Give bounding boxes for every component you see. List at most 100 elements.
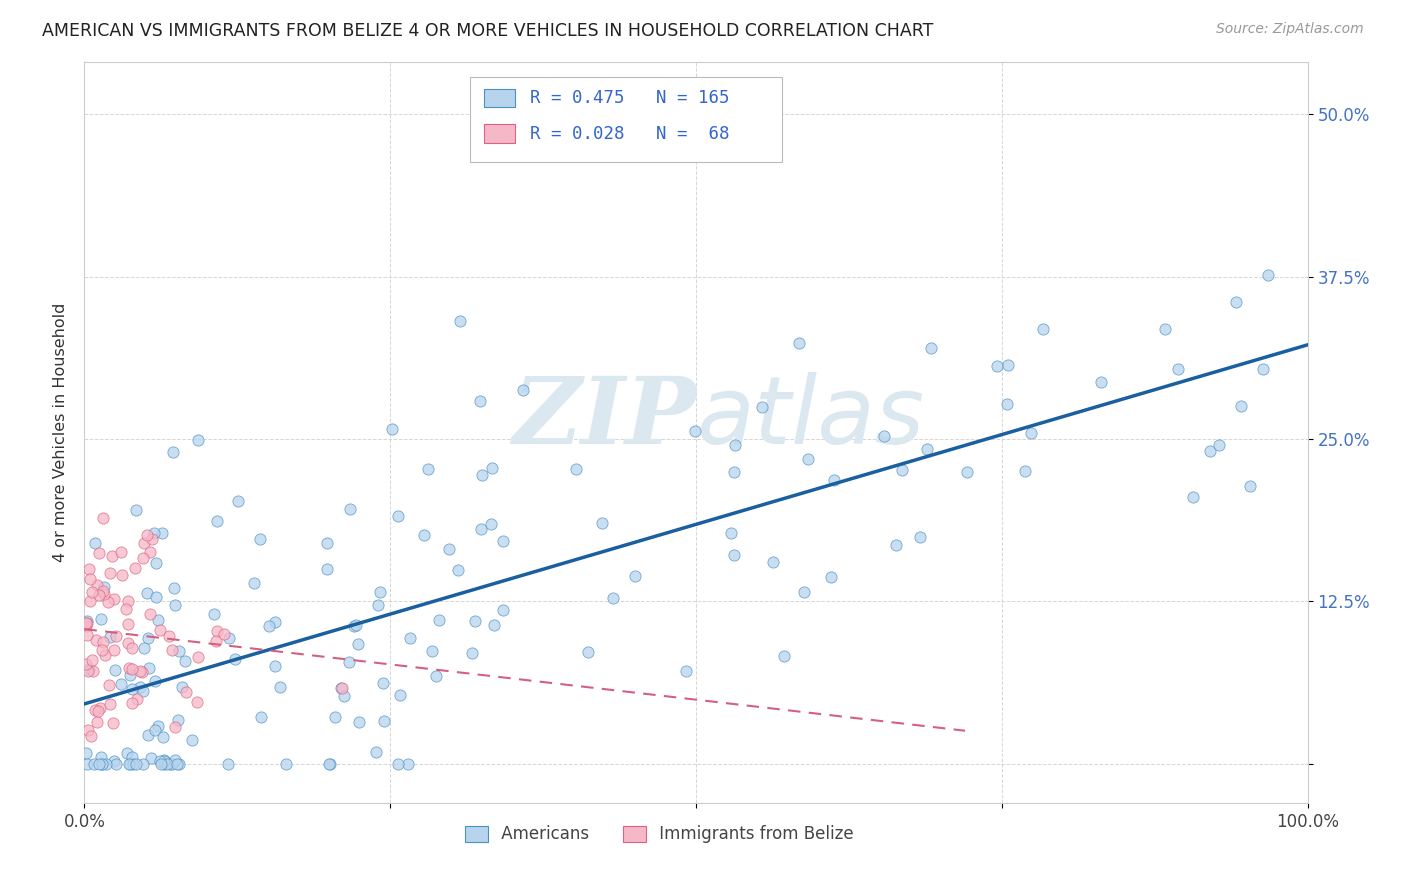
- Point: [343, 618, 366, 632]
- Point: [93, 581, 115, 595]
- Point: [460, 646, 482, 660]
- Point: [104, 663, 127, 677]
- Point: [156, 756, 179, 771]
- Point: [97, 677, 120, 691]
- Point: [162, 643, 184, 657]
- Point: [138, 660, 160, 674]
- Point: [319, 756, 342, 771]
- Text: atlas: atlas: [696, 372, 924, 463]
- Point: [772, 649, 794, 664]
- Point: [121, 749, 143, 764]
- FancyBboxPatch shape: [484, 124, 515, 143]
- Point: [82, 665, 104, 679]
- Point: [86, 714, 108, 729]
- Point: [89, 700, 111, 714]
- Point: [368, 585, 391, 599]
- Point: [149, 754, 172, 768]
- Point: [207, 514, 229, 528]
- Point: [94, 756, 117, 771]
- Point: [145, 590, 167, 604]
- Point: [720, 525, 742, 540]
- Point: [492, 533, 515, 548]
- Point: [470, 523, 492, 537]
- Point: [180, 732, 202, 747]
- Y-axis label: 4 or more Vehicles in Household: 4 or more Vehicles in Household: [52, 303, 67, 562]
- Point: [207, 624, 229, 638]
- Point: [330, 681, 353, 695]
- Point: [105, 756, 128, 771]
- Point: [79, 662, 101, 676]
- Point: [1032, 322, 1054, 336]
- Point: [820, 569, 842, 583]
- Point: [787, 335, 810, 350]
- Point: [602, 591, 624, 606]
- Point: [367, 598, 389, 612]
- Point: [491, 603, 513, 617]
- Point: [76, 615, 98, 629]
- Point: [956, 465, 979, 479]
- Point: [131, 551, 153, 566]
- Point: [212, 626, 235, 640]
- Point: [142, 525, 165, 540]
- Point: [226, 494, 249, 508]
- Point: [1154, 322, 1177, 336]
- Point: [131, 684, 153, 698]
- Point: [387, 756, 409, 771]
- Point: [75, 616, 97, 631]
- Point: [89, 546, 111, 560]
- Point: [80, 653, 103, 667]
- Point: [163, 720, 186, 734]
- Point: [422, 644, 444, 658]
- Point: [100, 566, 122, 580]
- Point: [449, 314, 471, 328]
- Point: [257, 619, 280, 633]
- Point: [333, 689, 356, 703]
- Point: [751, 400, 773, 414]
- Point: [468, 394, 491, 409]
- Point: [250, 710, 273, 724]
- Point: [87, 756, 110, 771]
- Point: [136, 586, 159, 600]
- Point: [143, 723, 166, 737]
- Point: [98, 697, 121, 711]
- Point: [371, 675, 394, 690]
- Point: [205, 634, 228, 648]
- Point: [187, 434, 209, 448]
- Point: [1257, 268, 1279, 283]
- Point: [101, 549, 124, 563]
- Point: [339, 502, 361, 516]
- Point: [316, 536, 339, 550]
- FancyBboxPatch shape: [484, 88, 515, 107]
- Point: [131, 665, 153, 679]
- Point: [90, 750, 112, 764]
- Point: [1167, 362, 1189, 376]
- Point: [797, 452, 820, 467]
- Point: [117, 636, 139, 650]
- Point: [762, 555, 785, 569]
- Text: AMERICAN VS IMMIGRANTS FROM BELIZE 4 OR MORE VEHICLES IN HOUSEHOLD CORRELATION C: AMERICAN VS IMMIGRANTS FROM BELIZE 4 OR …: [42, 22, 934, 40]
- Point: [159, 756, 181, 771]
- FancyBboxPatch shape: [470, 78, 782, 162]
- Point: [204, 607, 226, 621]
- Point: [447, 563, 470, 577]
- Point: [347, 637, 370, 651]
- Point: [1229, 399, 1251, 413]
- Point: [132, 641, 155, 656]
- Point: [121, 696, 143, 710]
- Point: [76, 756, 98, 771]
- Point: [110, 545, 132, 559]
- Point: [120, 668, 142, 682]
- Point: [117, 594, 139, 608]
- Point: [75, 657, 97, 671]
- Point: [387, 509, 409, 524]
- Point: [1199, 443, 1222, 458]
- Point: [90, 642, 112, 657]
- Point: [91, 584, 114, 599]
- Point: [591, 516, 613, 531]
- Point: [136, 728, 159, 742]
- Point: [330, 681, 353, 695]
- Point: [115, 601, 138, 615]
- Point: [723, 465, 745, 479]
- Point: [624, 569, 647, 583]
- Point: [482, 617, 505, 632]
